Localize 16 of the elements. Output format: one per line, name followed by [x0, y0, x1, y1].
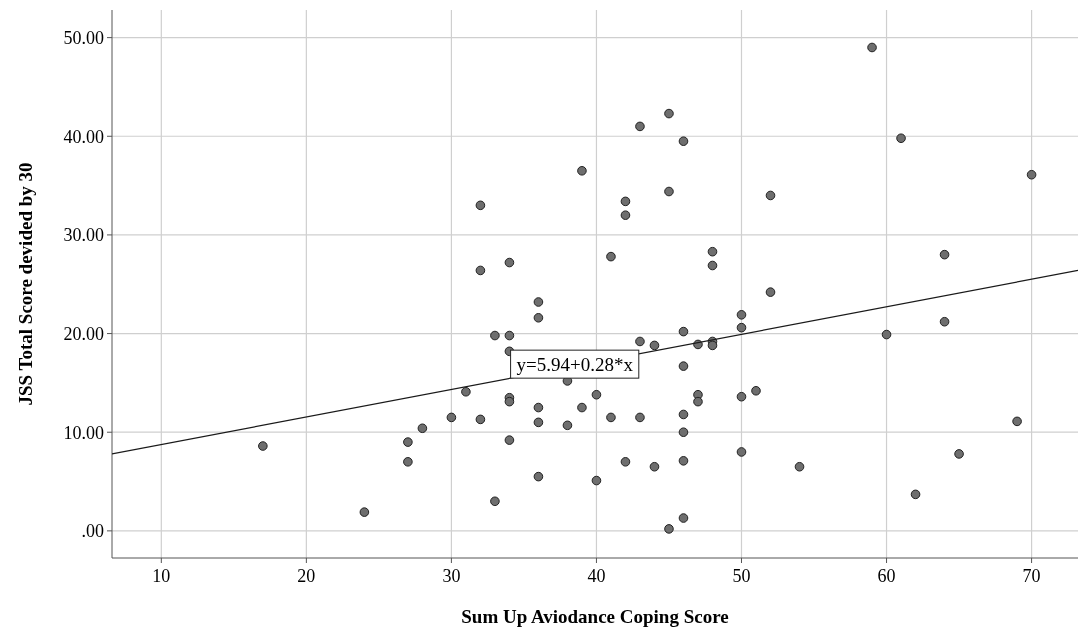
- x-tick-label: 60: [877, 566, 896, 586]
- x-tick-label: 20: [297, 566, 316, 586]
- y-tick-label: 20.00: [63, 323, 104, 344]
- x-tick-label: 10: [152, 566, 171, 586]
- y-axis-title: JSS Total Score devided by 30: [15, 162, 36, 406]
- y-tick-label: 40.00: [63, 126, 104, 147]
- x-tick-label: 40: [587, 566, 606, 586]
- x-tick-label: 50: [732, 566, 751, 586]
- x-axis-title: Sum Up Aviodance Coping Score: [461, 606, 729, 627]
- y-tick-label: 50.00: [63, 27, 104, 48]
- x-tick-label: 30: [442, 566, 461, 586]
- y-tick-label: .00: [81, 521, 104, 542]
- annotation: y=5.94+0.28*x: [516, 353, 634, 375]
- y-tick-label: 10.00: [63, 422, 104, 443]
- y-tick-label: 30.00: [63, 225, 104, 246]
- x-tick-label: 70: [1022, 566, 1041, 586]
